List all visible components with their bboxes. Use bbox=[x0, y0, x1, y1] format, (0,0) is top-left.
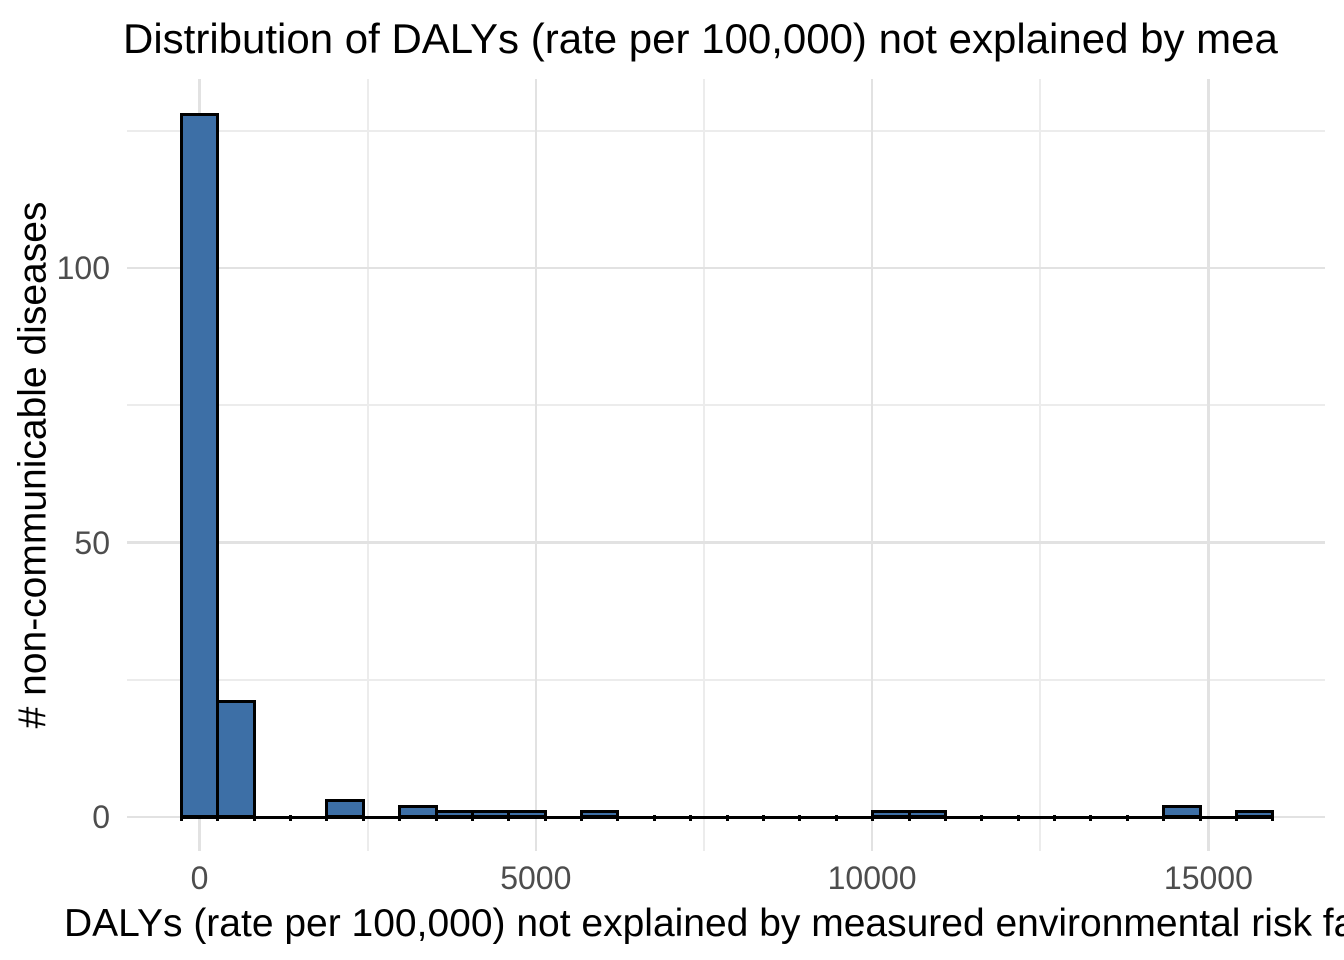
gridline-x-major bbox=[870, 79, 874, 851]
gridline-x-major bbox=[1207, 79, 1210, 851]
histogram-bar bbox=[398, 804, 438, 819]
histogram-bar bbox=[1162, 804, 1202, 819]
histogram-bar bbox=[871, 810, 911, 819]
x-tick-label: 10000 bbox=[827, 860, 917, 896]
gridline-x-major bbox=[534, 79, 538, 851]
histogram-bar bbox=[434, 810, 474, 819]
histogram-bar bbox=[216, 700, 256, 819]
gridline-y-major bbox=[127, 266, 1325, 270]
gridline-x-minor bbox=[366, 79, 369, 851]
histogram-bar bbox=[507, 810, 547, 819]
x-tick-label: 5000 bbox=[500, 860, 572, 896]
histogram-bar bbox=[179, 112, 220, 819]
gridline-y-minor bbox=[127, 678, 1325, 681]
gridline-x-minor bbox=[702, 79, 705, 851]
histogram-bar bbox=[907, 810, 947, 819]
gridline-y-minor bbox=[127, 129, 1325, 132]
gridline-y-minor bbox=[127, 404, 1325, 407]
y-tick-label: 100 bbox=[56, 250, 110, 286]
histogram-bar bbox=[325, 799, 365, 819]
x-tick-label: 15000 bbox=[1163, 860, 1253, 896]
histogram-baseline bbox=[179, 815, 1275, 819]
y-axis-title: # non-communicable diseases bbox=[11, 201, 55, 729]
y-tick-label: 50 bbox=[74, 524, 110, 561]
gridline-x-minor bbox=[1039, 79, 1042, 851]
x-tick-label: 0 bbox=[190, 860, 209, 896]
gridline-y-major bbox=[127, 541, 1325, 544]
histogram-bar bbox=[580, 810, 620, 819]
x-axis-title: DALYs (rate per 100,000) not explained b… bbox=[64, 902, 1344, 945]
chart-title: Distribution of DALYs (rate per 100,000)… bbox=[123, 15, 1278, 62]
histogram-bar bbox=[470, 810, 511, 819]
y-tick-label: 0 bbox=[92, 799, 110, 835]
histogram-bar bbox=[1235, 810, 1275, 819]
